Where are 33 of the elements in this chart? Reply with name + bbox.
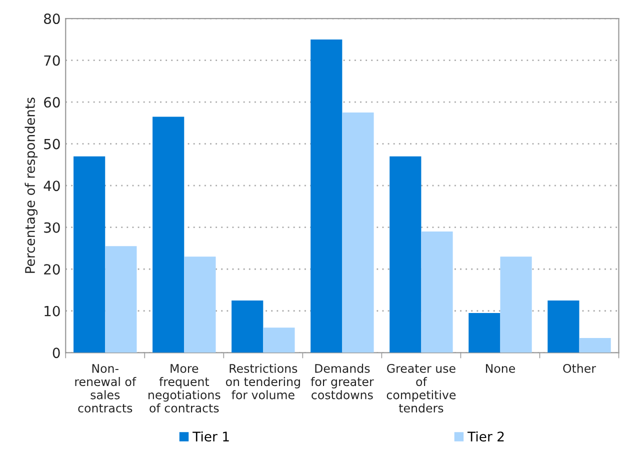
x-tick-label: More frequent negotiations of contracts <box>148 364 220 413</box>
bar <box>74 156 106 353</box>
legend-label: Tier 2 <box>467 431 504 442</box>
bar <box>263 328 295 353</box>
x-tick-label: Other <box>563 364 596 373</box>
bar <box>390 156 422 353</box>
y-tick-label: 60 <box>44 97 60 108</box>
x-tick-label: Greater use of competitive tenders <box>386 364 456 413</box>
bar <box>468 312 500 353</box>
bar <box>579 338 611 353</box>
bar <box>310 39 342 353</box>
bar <box>184 256 216 353</box>
bar <box>500 256 532 353</box>
y-tick-label: 40 <box>44 180 60 192</box>
x-tick-label: None <box>486 364 515 373</box>
y-tick-label: 10 <box>44 306 60 316</box>
x-tick-label: Non- renewal of sales contracts <box>75 364 136 413</box>
y-tick-label: 0 <box>52 348 60 358</box>
y-tick-label: 20 <box>44 264 60 275</box>
bar <box>548 300 580 353</box>
legend-label: Tier 1 <box>192 431 229 442</box>
y-tick-label: 50 <box>44 138 60 150</box>
bar <box>152 116 184 353</box>
x-tick-label: Restrictions on tendering for volume <box>226 364 300 400</box>
bar <box>421 232 453 353</box>
bar <box>105 246 137 353</box>
y-tick-label: 80 <box>44 14 60 24</box>
y-tick-label: 70 <box>44 55 60 66</box>
x-tick-label: Demands for greater costdowns <box>310 364 374 400</box>
bar <box>342 112 374 353</box>
y-axis-title: Percentage of respondents <box>24 98 38 273</box>
bar <box>232 300 264 353</box>
y-tick-label: 30 <box>44 222 60 233</box>
